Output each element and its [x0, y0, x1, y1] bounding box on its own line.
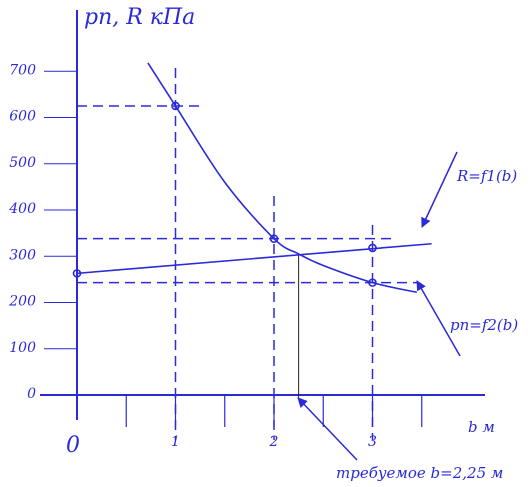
axes — [40, 10, 485, 420]
y-tick-label: 100 — [9, 340, 36, 356]
data-point — [368, 278, 377, 287]
annotation-arrows — [297, 151, 461, 461]
y-tick-label: 500 — [9, 155, 36, 171]
y-tick-label: 400 — [8, 201, 36, 217]
x-axis-title: b м — [468, 418, 495, 436]
x-ticks: 0 1 2 3 — [66, 395, 423, 458]
y-ticks: 0 100 200 300 400 500 600 700 — [8, 62, 77, 402]
y-tick-label: 0 — [27, 386, 36, 402]
data-point — [171, 101, 180, 111]
data-point — [269, 234, 279, 243]
y-tick-label: 300 — [9, 247, 36, 263]
p-label-arrow — [416, 280, 461, 357]
r-curve-label: R=f1(b) — [456, 167, 517, 185]
data-point — [368, 243, 377, 253]
x-tick-label: 0 — [66, 433, 80, 458]
r-label-arrow — [421, 151, 458, 228]
required-b-arrow — [297, 397, 358, 461]
data-point — [72, 269, 82, 278]
series — [76, 62, 432, 294]
markers — [72, 101, 377, 287]
x-tick-label: 2 — [269, 434, 279, 450]
series-line-r — [76, 242, 432, 275]
y-tick-label: 700 — [9, 62, 36, 78]
x-tick-label: 1 — [171, 434, 180, 450]
dashed-guides — [77, 68, 417, 440]
x-tick-label: 3 — [368, 434, 377, 450]
series-line-p — [147, 62, 417, 294]
p-curve-label: pп=f2(b) — [450, 316, 518, 334]
required-b-note: требуемое b=2,25 м — [336, 464, 503, 482]
y-axis-title: pп, R кПа — [84, 5, 195, 30]
y-tick-label: 200 — [8, 294, 36, 310]
y-tick-label: 600 — [9, 109, 36, 125]
